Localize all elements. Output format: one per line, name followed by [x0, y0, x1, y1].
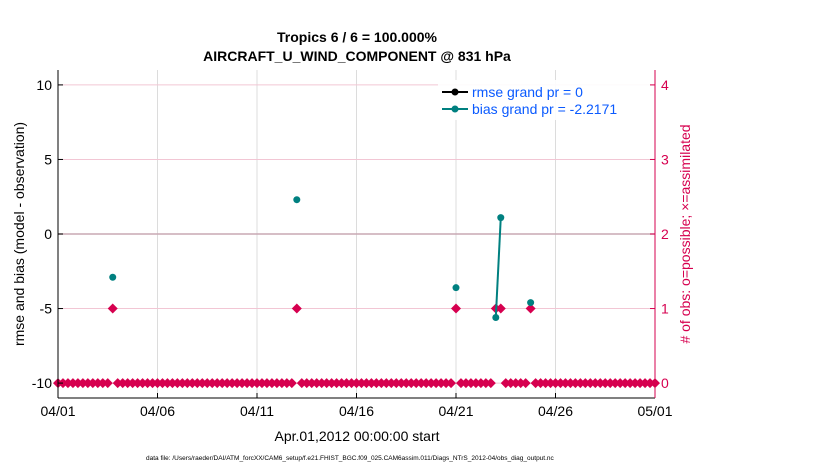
y-tick-label: 5	[44, 151, 52, 167]
y2-tick-label: 2	[661, 226, 669, 242]
series-line-segment	[494, 217, 502, 318]
y2-tick-label: 1	[661, 301, 669, 317]
obs-count-marker-one	[291, 303, 302, 314]
chart-subtitle: AIRCRAFT_U_WIND_COMPONENT @ 831 hPa	[203, 48, 511, 64]
x-axis-label: Apr.01,2012 00:00:00 start	[274, 428, 439, 444]
obs-count-marker-one	[451, 303, 461, 314]
x-tick-label: 04/26	[538, 403, 573, 419]
bias-point	[497, 214, 505, 222]
y2-tick-label: 4	[661, 77, 669, 93]
x-tick-label: 04/21	[438, 403, 473, 419]
obs-count-marker-zero	[102, 378, 113, 389]
y-tick-label: 10	[36, 77, 52, 93]
y-axis-label: rmse and bias (model - observation)	[11, 122, 27, 346]
y-tick-label: -5	[40, 301, 53, 317]
legend-rmse-marker	[451, 88, 459, 96]
bias-point	[293, 196, 301, 204]
obs-count-marker-zero	[485, 378, 496, 389]
y-tick-label: 0	[44, 226, 52, 242]
chart-title: Tropics 6 / 6 = 100.000%	[277, 29, 437, 45]
legend-bias-marker	[451, 105, 459, 113]
obs-count-marker-one	[525, 303, 536, 314]
bias-point	[452, 284, 460, 292]
x-tick-label: 04/16	[339, 403, 374, 419]
obs-count-marker-zero	[520, 378, 531, 389]
x-tick-label: 04/01	[40, 403, 75, 419]
legend-bias-label: bias grand pr = -2.2171	[472, 101, 617, 117]
obs-count-marker-zero	[446, 378, 457, 389]
obs-count-marker-zero	[286, 378, 297, 389]
bias-point	[527, 299, 535, 307]
y2-tick-label: 3	[661, 151, 669, 167]
obs-count-marker-one	[107, 303, 118, 314]
y2-tick-label: 0	[661, 375, 669, 391]
y-tick-label: -10	[32, 375, 52, 391]
legend: rmse grand pr = 0 bias grand pr = -2.217…	[438, 80, 650, 120]
obs-count-marker-one	[495, 303, 506, 314]
x-tick-label: 04/06	[140, 403, 175, 419]
footer-data-file: data file: /Users/raeder/DAI/ATM_forcXX/…	[146, 455, 555, 462]
x-tick-label: 04/11	[240, 403, 274, 419]
y2-axis-label: # of obs: o=possible; ×=assimilated	[677, 124, 693, 343]
bias-point	[109, 273, 117, 281]
legend-rmse-label: rmse grand pr = 0	[472, 84, 583, 100]
x-tick-label: 05/01	[637, 403, 672, 419]
bias-point	[492, 313, 500, 321]
